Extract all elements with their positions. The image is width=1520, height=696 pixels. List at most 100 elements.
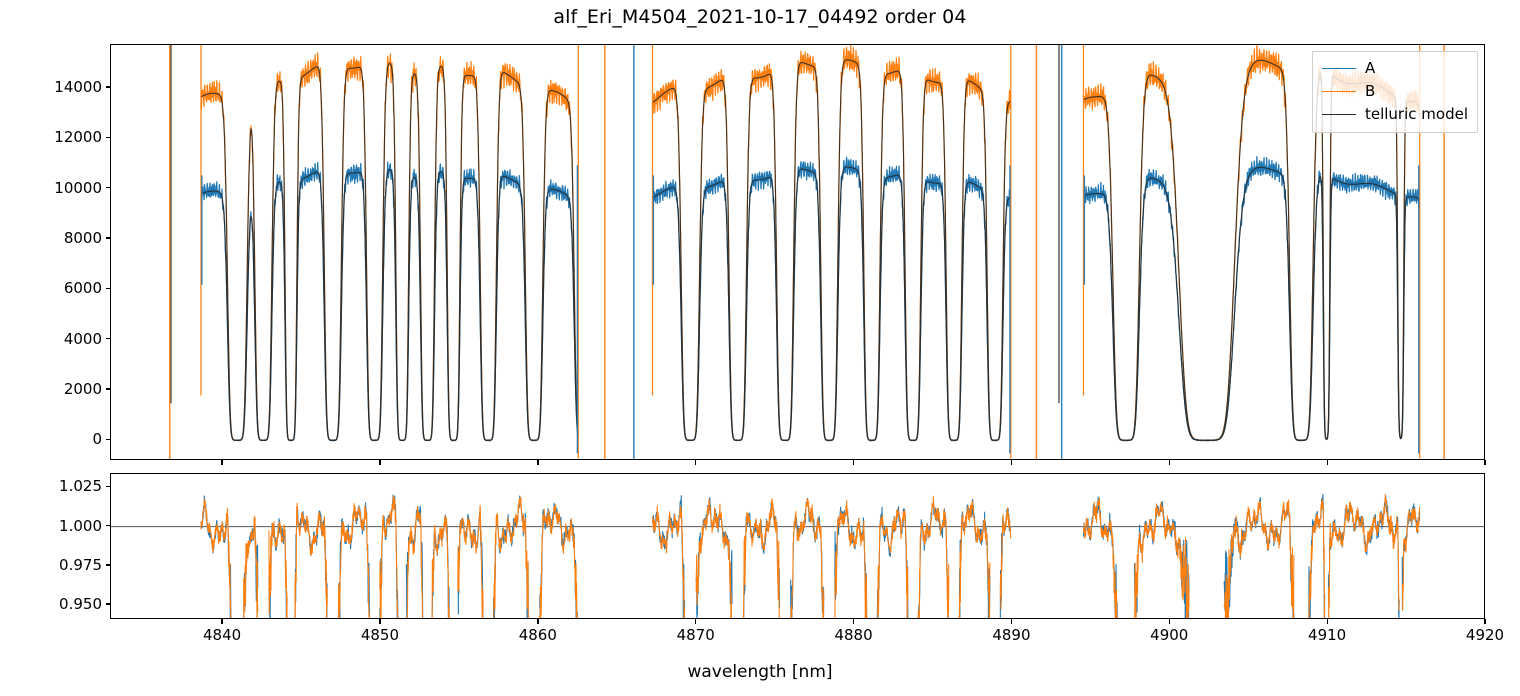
wavelength-tick-mark — [1326, 619, 1328, 624]
residual-trace-b — [1308, 499, 1326, 618]
wavelength-tick-mark — [221, 619, 223, 624]
wavelength-tick-label: 4880 — [834, 626, 873, 644]
residual-trace-b — [958, 500, 991, 618]
wavelength-tick-mark — [1010, 619, 1013, 624]
residual-plot-area — [110, 473, 1485, 619]
wavelength-tick-label: 4850 — [360, 626, 400, 644]
telluric-model-trace-a — [200, 169, 579, 441]
residual-trace-a — [1223, 496, 1295, 618]
residual-trace-b — [1223, 499, 1295, 618]
flux-tick-mark — [105, 186, 111, 189]
flux-tick-mark — [105, 287, 111, 289]
wavelength-tick-mark — [852, 619, 855, 624]
legend-item-telluric-model[interactable]: telluric model — [1321, 103, 1468, 126]
wavelength-tick-label: 4900 — [1150, 626, 1189, 644]
residual-trace-b — [406, 506, 424, 618]
wavelength-tick-label: 4920 — [1465, 626, 1505, 644]
wavelength-tick-mark — [537, 619, 539, 624]
residual-trace-b — [742, 498, 780, 618]
legend-label-a: A — [1364, 59, 1376, 77]
flux-tick-label: 8000 — [63, 228, 102, 247]
flux-tick-label: 14000 — [54, 77, 102, 96]
wavelength-tick-mark — [537, 460, 539, 465]
flux-tick-mark — [105, 136, 111, 138]
residual-tick-label: 0.950 — [59, 595, 102, 614]
legend-swatch-b — [1321, 91, 1356, 92]
wavelength-tick-mark — [1484, 619, 1486, 624]
telluric-model-trace-a — [1082, 166, 1421, 441]
residual-trace-b — [695, 498, 732, 618]
residual-trace-b — [200, 498, 232, 618]
flux-trace-a — [651, 156, 1012, 442]
residual-trace-b — [790, 498, 825, 618]
flux-tick-label: 2000 — [63, 379, 102, 398]
residual-trace-b — [268, 521, 288, 618]
telluric-model-trace-a — [651, 166, 1012, 441]
wavelength-tick-mark — [1326, 460, 1328, 465]
flux-tick-label: 4000 — [63, 329, 102, 348]
residual-tick-mark — [105, 603, 111, 605]
flux-tick-label: 0 — [92, 430, 102, 449]
flux-trace-a — [1082, 156, 1421, 442]
residual-tick-label: 1.000 — [59, 516, 102, 535]
residual-trace-b — [1082, 497, 1119, 618]
flux-tick-mark — [105, 338, 111, 340]
residual-trace-b — [294, 502, 328, 618]
legend-label-telluric-model: telluric model — [1364, 105, 1468, 123]
wavelength-tick-mark — [379, 619, 381, 624]
residual-trace-a — [1327, 495, 1400, 618]
flux-tick-label: 10000 — [54, 178, 102, 197]
legend-item-a[interactable]: A — [1321, 57, 1468, 80]
wavelength-tick-label: 4910 — [1308, 626, 1347, 644]
flux-tick-mark — [105, 438, 111, 441]
residual-trace-b — [243, 515, 259, 618]
wavelength-tick-mark — [1168, 460, 1170, 465]
legend-item-b[interactable]: B — [1321, 80, 1468, 103]
flux-trace-b — [651, 45, 1012, 442]
flux-tick-label: 6000 — [63, 279, 102, 298]
residual-trace-b — [337, 502, 370, 618]
telluric-model-trace-b — [651, 59, 1012, 441]
wavelength-tick-mark — [1168, 619, 1170, 624]
residual-trace-b — [877, 508, 909, 618]
residual-trace-b — [539, 504, 578, 618]
x-axis-label: wavelength [nm] — [687, 662, 833, 682]
legend-swatch-a — [1321, 68, 1356, 69]
residual-trace-b — [1327, 494, 1400, 618]
page-title: alf_Eri_M4504_2021-10-17_04492 order 04 — [553, 6, 967, 28]
residual-tick-mark — [105, 485, 111, 488]
wavelength-tick-mark — [695, 460, 697, 465]
wavelength-tick-mark — [221, 460, 223, 465]
residual-trace-b — [431, 515, 450, 618]
residual-trace-b — [917, 495, 950, 618]
residual-trace-b — [457, 504, 484, 618]
telluric-model-trace-b — [200, 63, 579, 441]
residual-trace-a — [958, 498, 991, 618]
wavelength-tick-label: 4870 — [676, 626, 715, 644]
wavelength-tick-label: 4860 — [518, 626, 557, 644]
residual-trace-b — [1134, 501, 1190, 618]
flux-tick-mark — [105, 237, 111, 239]
legend: A B telluric model — [1311, 51, 1478, 133]
legend-swatch-telluric-model — [1321, 114, 1356, 115]
wavelength-tick-label: 4840 — [202, 626, 242, 644]
residual-tick-label: 0.975 — [59, 555, 102, 574]
residual-trace-b — [834, 499, 868, 618]
residual-trace-b — [379, 495, 399, 618]
wavelength-tick-mark — [1484, 460, 1486, 465]
wavelength-tick-label: 4890 — [992, 626, 1031, 644]
wavelength-tick-mark — [695, 619, 697, 624]
residual-tick-mark — [105, 564, 111, 566]
wavelength-tick-mark — [852, 460, 855, 465]
residual-series-canvas — [111, 493, 1484, 618]
residual-trace-b — [493, 496, 529, 618]
residual-trace-b — [1401, 506, 1421, 611]
wavelength-tick-mark — [379, 460, 381, 465]
wavelength-tick-mark — [1010, 460, 1013, 465]
residual-trace-b — [651, 505, 686, 618]
residual-tick-label: 1.025 — [59, 477, 102, 496]
flux-plot-area: A B telluric model — [110, 44, 1485, 460]
flux-series-canvas — [168, 45, 1445, 459]
flux-tick-mark — [105, 86, 111, 88]
